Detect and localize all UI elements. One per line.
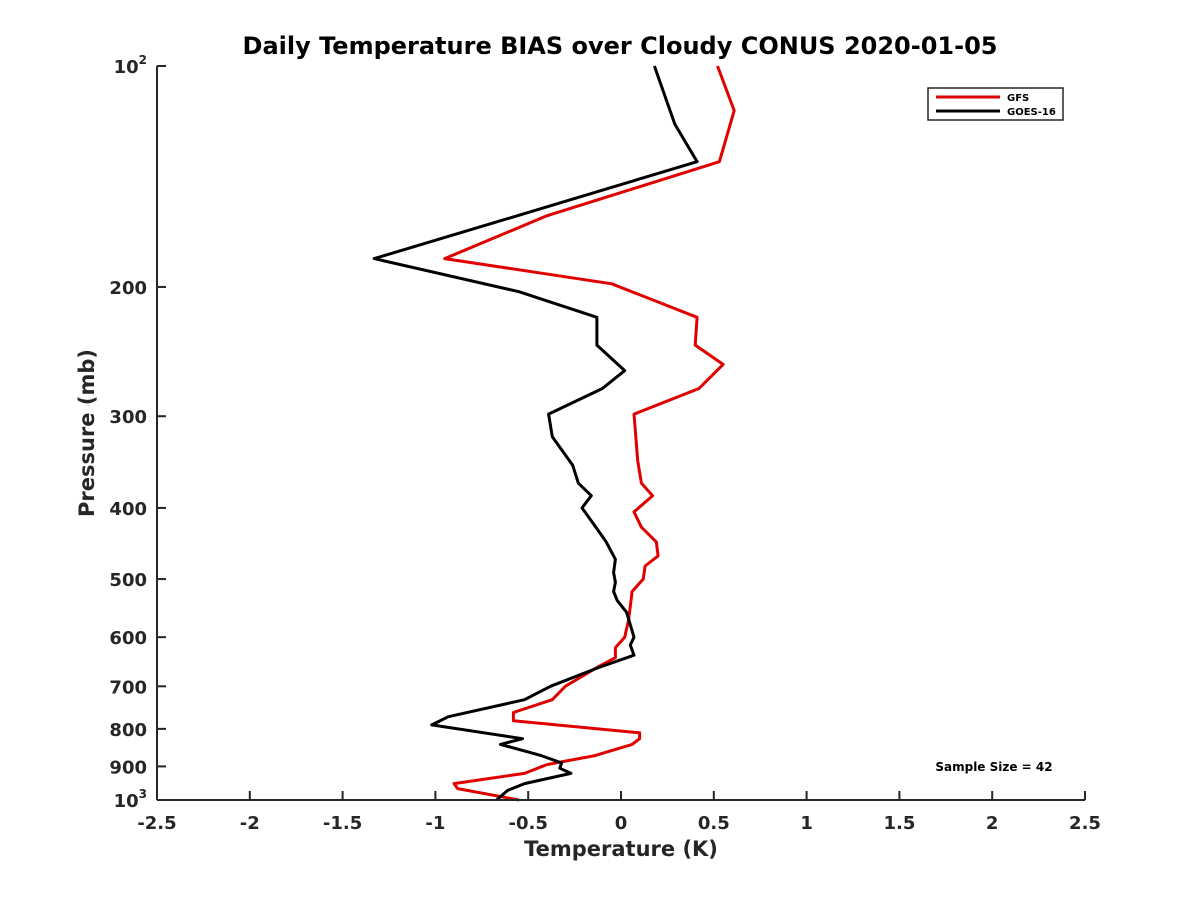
x-tick-label: -2 [240, 813, 260, 834]
x-tick-label: -0.5 [509, 813, 548, 834]
x-tick-label: 0 [615, 813, 628, 834]
y-tick-label: 103 [114, 787, 147, 812]
y-tick-label: 200 [109, 278, 147, 299]
y-tick-label: 800 [109, 720, 147, 741]
x-tick-label: 1.5 [883, 813, 915, 834]
y-tick-label: 600 [109, 628, 147, 649]
x-tick-label: 0.5 [698, 813, 730, 834]
legend-label-goes16: GOES-16 [1007, 107, 1056, 118]
legend: GFS GOES-16 [927, 87, 1064, 121]
y-tick-label: 102 [114, 53, 147, 78]
legend-label-gfs: GFS [1007, 93, 1029, 104]
y-ticks: 102 200 300 400 500 600 700 800 900 103 [109, 53, 166, 812]
x-ticks: -2.5 -2 -1.5 -1 -0.5 0 0.5 1 1.5 2 2.5 [137, 791, 1101, 834]
sample-size-annotation: Sample Size = 42 [935, 760, 1052, 774]
y-tick-label: 900 [109, 757, 147, 778]
chart-title: Daily Temperature BIAS over Cloudy CONUS… [243, 32, 998, 60]
y-tick-label: 400 [109, 499, 147, 520]
series-layer [372, 65, 736, 802]
y-tick-label: 500 [109, 570, 147, 591]
x-axis-label: Temperature (K) [524, 837, 718, 861]
series-line-gfs [443, 65, 736, 802]
x-tick-label: 1 [800, 813, 813, 834]
y-tick-label: 300 [109, 407, 147, 428]
x-tick-label: -1.5 [323, 813, 362, 834]
x-tick-label: -1 [425, 813, 445, 834]
x-tick-label: -2.5 [137, 813, 176, 834]
legend-box [927, 87, 1064, 121]
y-axis-label: Pressure (mb) [75, 349, 99, 517]
x-tick-label: 2 [986, 813, 999, 834]
y-tick-label: 700 [109, 677, 147, 698]
series-line-goes16 [372, 65, 699, 802]
x-tick-label: 2.5 [1069, 813, 1101, 834]
